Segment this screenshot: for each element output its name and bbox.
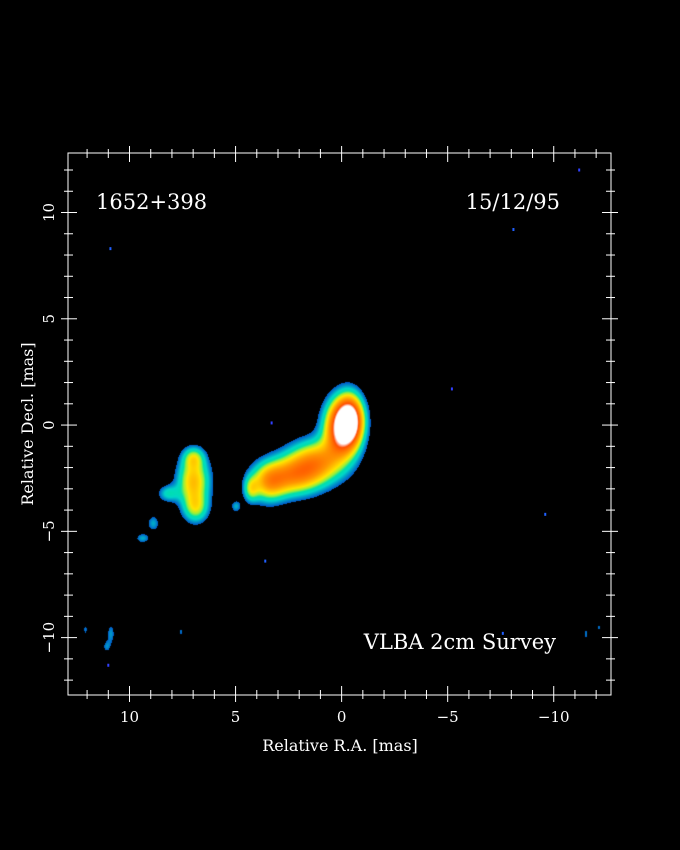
noise-point xyxy=(264,559,267,563)
x-tick-label: 5 xyxy=(231,708,241,726)
x-tick-label: 10 xyxy=(120,708,139,726)
y-tick-label: 5 xyxy=(40,314,58,324)
x-axis-label: Relative R.A. [mas] xyxy=(262,736,418,755)
noise-point xyxy=(512,228,515,232)
x-tick-label: −10 xyxy=(538,708,570,726)
axis-tick-labels: 10 5 0 −5 −10 10 5 0 −5 −10 xyxy=(40,203,570,726)
noise-point xyxy=(501,631,504,635)
plot-frame xyxy=(67,152,612,696)
y-tick-label: 0 xyxy=(40,420,58,430)
x-tick-label: 0 xyxy=(337,708,347,726)
noise-point xyxy=(578,168,581,172)
axis-ticks xyxy=(61,146,618,702)
noise-point xyxy=(544,512,547,516)
date-label: 15/12/95 xyxy=(466,190,560,214)
y-tick-label: −5 xyxy=(40,520,58,542)
source-label: 1652+398 xyxy=(96,190,207,214)
noise-point xyxy=(107,663,110,667)
y-axis-label: Relative Decl. [mas] xyxy=(18,342,37,505)
intensity-image xyxy=(68,153,611,695)
y-tick-label: 10 xyxy=(40,203,58,222)
y-tick-label: −10 xyxy=(40,622,58,654)
survey-label: VLBA 2cm Survey xyxy=(363,630,556,654)
intensity-map xyxy=(68,153,611,695)
x-tick-label: −5 xyxy=(437,708,459,726)
noise-point xyxy=(270,421,273,425)
noise-point xyxy=(450,387,453,391)
noise-point xyxy=(109,247,112,251)
